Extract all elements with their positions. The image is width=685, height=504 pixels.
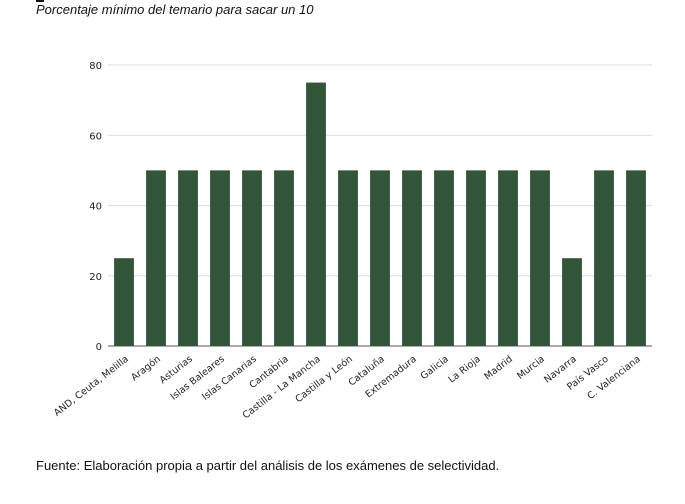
bar bbox=[530, 170, 550, 346]
x-category-label: Madrid bbox=[482, 354, 514, 383]
y-tick-label: 40 bbox=[89, 202, 102, 213]
bar bbox=[498, 170, 518, 346]
bar bbox=[274, 170, 294, 346]
bar bbox=[338, 170, 358, 346]
bar bbox=[178, 170, 198, 346]
bar bbox=[626, 170, 646, 346]
bar bbox=[146, 170, 166, 346]
bar bbox=[114, 258, 134, 346]
y-tick-label: 20 bbox=[89, 272, 102, 283]
y-tick-label: 80 bbox=[89, 61, 102, 72]
bar bbox=[370, 170, 390, 346]
bar bbox=[562, 258, 582, 346]
bar bbox=[306, 82, 326, 346]
x-category-label: La Rioja bbox=[446, 354, 482, 386]
chart-subtitle: Porcentaje mínimo del temario para sacar… bbox=[36, 2, 314, 17]
bar bbox=[466, 170, 486, 346]
x-category-label: AND, Ceuta, Melilla bbox=[52, 354, 131, 419]
bar bbox=[242, 170, 262, 346]
bar bbox=[402, 170, 422, 346]
y-tick-label: 0 bbox=[96, 342, 102, 353]
bars bbox=[114, 82, 646, 346]
bar bbox=[434, 170, 454, 346]
top-mark bbox=[36, 0, 44, 2]
y-tick-label: 60 bbox=[89, 131, 102, 142]
source-note: Fuente: Elaboración propia a partir del … bbox=[36, 458, 500, 473]
bar bbox=[210, 170, 230, 346]
bar bbox=[594, 170, 614, 346]
y-axis-ticks: 0 20 40 60 80 bbox=[89, 61, 102, 353]
x-category-label: Islas Canarias bbox=[200, 354, 259, 403]
